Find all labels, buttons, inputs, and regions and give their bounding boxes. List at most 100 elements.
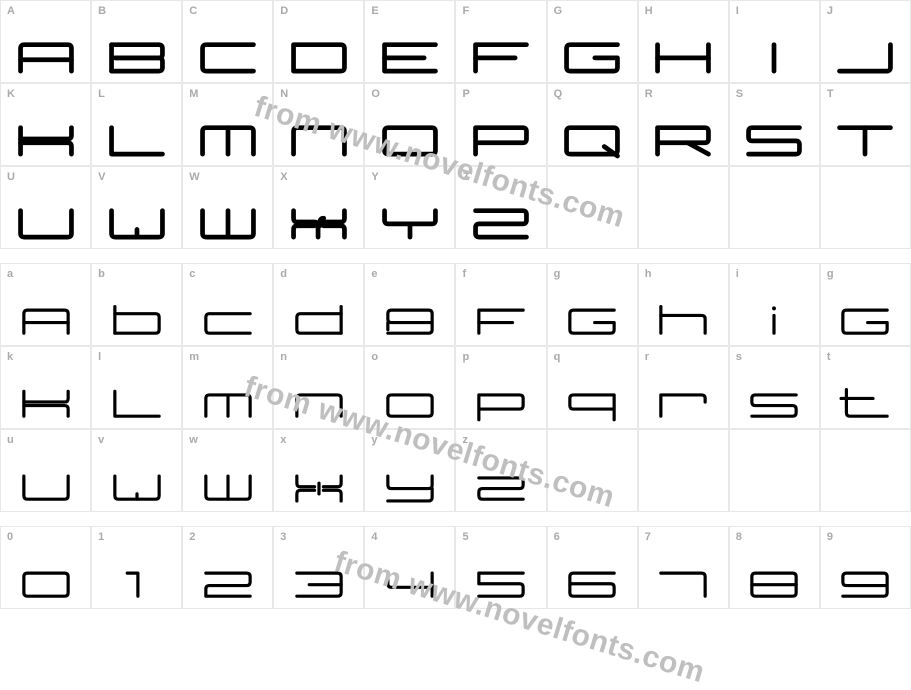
chart-cell-P_cap: P [455, 83, 546, 166]
chart-cell-h_low: h [638, 263, 729, 346]
chart-cell-v_low: v [91, 429, 182, 512]
chart-cell-z_low: z [455, 429, 546, 512]
glyph-d1 [92, 542, 181, 602]
glyph-l_low [92, 362, 181, 422]
glyph-i_low [730, 279, 819, 339]
chart-cell-m_low: m [182, 346, 273, 429]
glyph-z_low [456, 445, 545, 505]
glyph-c_low [183, 279, 272, 339]
chart-cell-F_cap: F [455, 0, 546, 83]
chart-cell-p_low: p [455, 346, 546, 429]
chart-cell-i_low: i [729, 263, 820, 346]
glyph-s_low [730, 362, 819, 422]
glyph-P_cap [456, 99, 545, 159]
chart-cell-K_cap: K [0, 83, 91, 166]
chart-cell-d7: 7 [638, 526, 729, 609]
chart-cell-X_cap: X [273, 166, 364, 249]
glyph-d4 [365, 542, 454, 602]
glyph-d7 [639, 542, 728, 602]
chart-cell-Z_cap: Z [455, 166, 546, 249]
chart-cell-w_low: w [182, 429, 273, 512]
glyph-J_cap [821, 16, 910, 76]
glyph-w_low [183, 445, 272, 505]
chart-cell-d3: 3 [273, 526, 364, 609]
glyph-O_cap [365, 99, 454, 159]
chart-cell-V_cap: V [91, 166, 182, 249]
chart-cell-empty [820, 166, 911, 249]
chart-cell-d8: 8 [729, 526, 820, 609]
chart-cell-H_cap: H [638, 0, 729, 83]
glyph-Z_cap [456, 182, 545, 242]
glyph-d0 [1, 542, 90, 602]
chart-cell-W_cap: W [182, 166, 273, 249]
glyph-S_cap [730, 99, 819, 159]
glyph-W_cap [183, 182, 272, 242]
chart-cell-d6: 6 [547, 526, 638, 609]
glyph-h_low [639, 279, 728, 339]
row-gap [0, 249, 911, 263]
chart-cell-O_cap: O [364, 83, 455, 166]
glyph-D_cap [274, 16, 363, 76]
chart-cell-E_cap: E [364, 0, 455, 83]
chart-cell-b_low: b [91, 263, 182, 346]
glyph-v_low [92, 445, 181, 505]
chart-cell-f_low: f [455, 263, 546, 346]
chart-cell-R_cap: R [638, 83, 729, 166]
chart-cell-S_cap: S [729, 83, 820, 166]
chart-cell-empty [729, 166, 820, 249]
glyph-d5 [456, 542, 545, 602]
glyph-g_low [821, 279, 910, 339]
chart-cell-x_low: x [273, 429, 364, 512]
glyph-X_cap [274, 182, 363, 242]
glyph-K_cap [1, 99, 90, 159]
chart-cell-empty [729, 429, 820, 512]
chart-cell-g_low: g [547, 263, 638, 346]
glyph-B_cap [92, 16, 181, 76]
chart-cell-e_low: e [364, 263, 455, 346]
glyph-m_low [183, 362, 272, 422]
glyph-n_low [274, 362, 363, 422]
chart-cell-M_cap: M [182, 83, 273, 166]
glyph-k_low [1, 362, 90, 422]
chart-cell-I_cap: I [729, 0, 820, 83]
chart-cell-d0: 0 [0, 526, 91, 609]
glyph-q_low [548, 362, 637, 422]
chart-cell-empty [820, 429, 911, 512]
chart-cell-N_cap: N [273, 83, 364, 166]
glyph-t_low [821, 362, 910, 422]
chart-cell-d_low: d [273, 263, 364, 346]
glyph-u_low [1, 445, 90, 505]
glyph-x_low [274, 445, 363, 505]
glyph-V_cap [92, 182, 181, 242]
chart-cell-q_low: q [547, 346, 638, 429]
glyph-f_low [456, 279, 545, 339]
chart-cell-t_low: t [820, 346, 911, 429]
glyph-N_cap [274, 99, 363, 159]
chart-cell-U_cap: U [0, 166, 91, 249]
glyph-d_low [274, 279, 363, 339]
chart-cell-k_low: k [0, 346, 91, 429]
chart-cell-d1: 1 [91, 526, 182, 609]
glyph-R_cap [639, 99, 728, 159]
glyph-F_cap [456, 16, 545, 76]
chart-cell-g_low: g [820, 263, 911, 346]
glyph-r_low [639, 362, 728, 422]
glyph-A_cap [1, 16, 90, 76]
chart-cell-d4: 4 [364, 526, 455, 609]
chart-cell-s_low: s [729, 346, 820, 429]
glyph-d9 [821, 542, 910, 602]
glyph-I_cap [730, 16, 819, 76]
chart-cell-d2: 2 [182, 526, 273, 609]
glyph-Y_cap [365, 182, 454, 242]
glyph-b_low [92, 279, 181, 339]
chart-cell-l_low: l [91, 346, 182, 429]
chart-cell-r_low: r [638, 346, 729, 429]
glyph-d8 [730, 542, 819, 602]
glyph-e_low [365, 279, 454, 339]
chart-cell-d5: 5 [455, 526, 546, 609]
glyph-M_cap [183, 99, 272, 159]
chart-cell-o_low: o [364, 346, 455, 429]
chart-cell-A_cap: A [0, 0, 91, 83]
chart-cell-Y_cap: Y [364, 166, 455, 249]
glyph-G_cap [548, 16, 637, 76]
